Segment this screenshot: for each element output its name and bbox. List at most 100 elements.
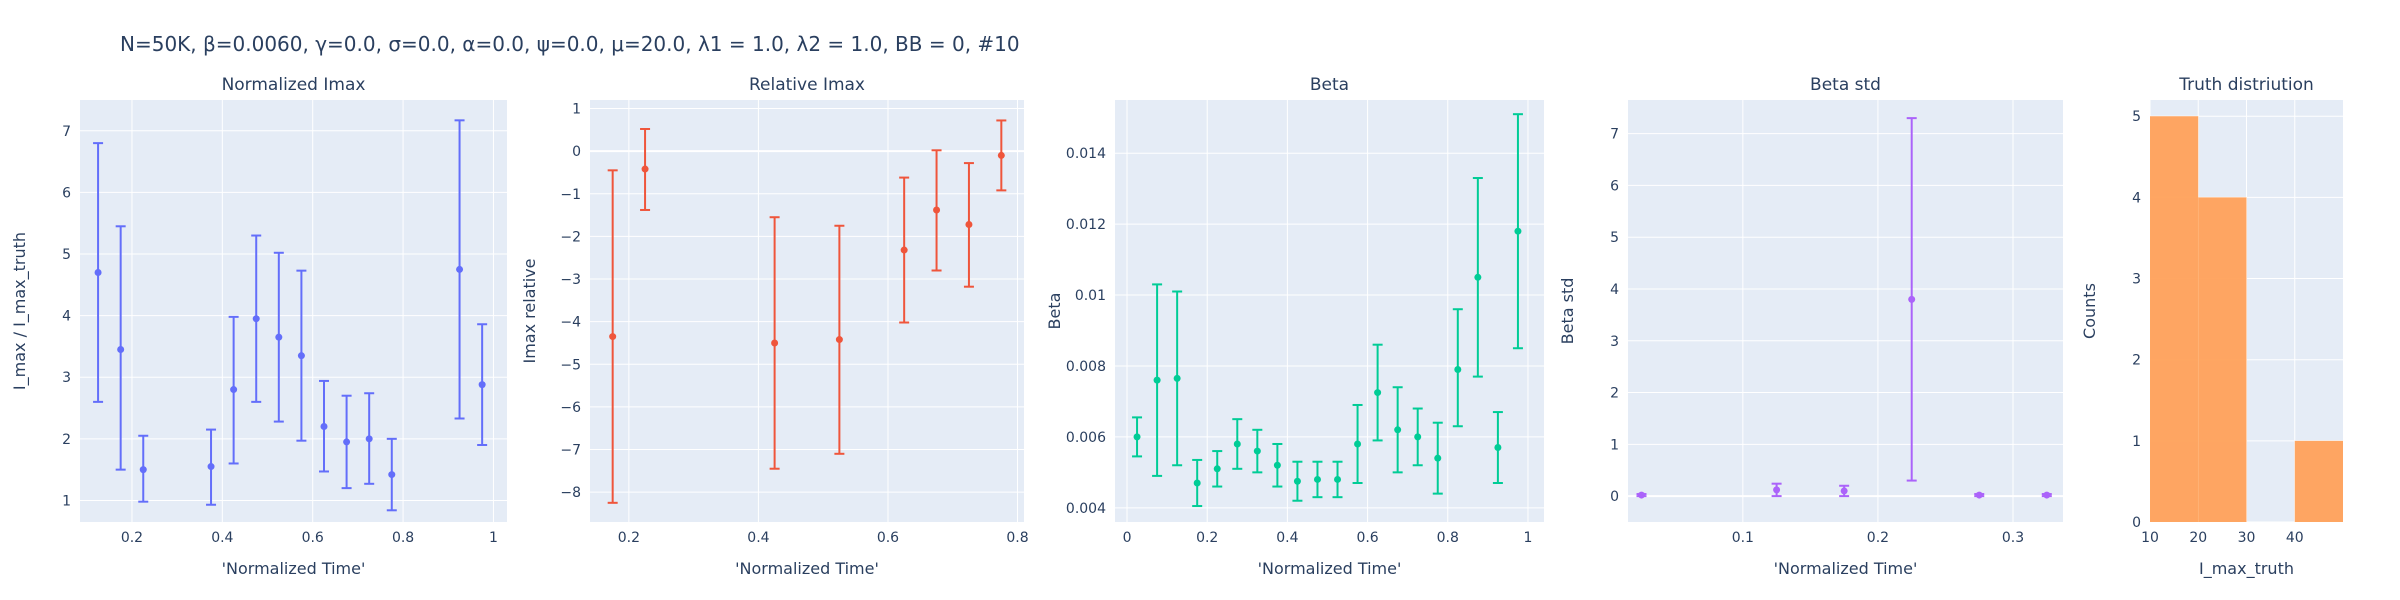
data-point	[94, 268, 102, 276]
data-point	[207, 463, 215, 471]
y-axis-label: Beta	[1045, 293, 1064, 330]
subplot-title: Relative Imax	[749, 75, 865, 95]
y-tick-label: −1	[560, 187, 581, 203]
plot-background	[80, 100, 507, 522]
x-tick-label: 0.2	[1867, 530, 1889, 546]
plot-background	[590, 100, 1024, 522]
y-tick-label: 1	[1610, 437, 1619, 453]
x-tick-label: 0.4	[211, 530, 233, 546]
y-axis-label: Beta std	[1558, 278, 1577, 345]
data-point	[117, 346, 125, 354]
histogram-bar	[2294, 440, 2343, 522]
subplot-4: 0.1 0.2 0.3 0 1 2 3 4 5 6 7 Beta std 'Normalized Tim…	[1558, 75, 2063, 578]
data-point	[1434, 454, 1442, 462]
x-tick-label: 0.3	[2002, 530, 2024, 546]
subplot-title: Normalized Imax	[222, 75, 366, 95]
x-axis-label: I_max_truth	[2199, 559, 2294, 579]
x-tick-label: 0.8	[1006, 530, 1028, 546]
data-point	[1474, 273, 1482, 281]
x-axis-label: 'Normalized Time'	[1774, 559, 1918, 578]
y-tick-label: 7	[62, 124, 71, 140]
data-point	[1494, 444, 1502, 452]
y-axis-label: Imax relative	[520, 258, 539, 363]
x-axis-label: 'Normalized Time'	[222, 559, 366, 578]
x-tick-label: 0	[1123, 530, 1132, 546]
data-point	[320, 423, 328, 431]
data-point	[1840, 487, 1848, 495]
subplot-1: 0.2 0.4 0.6 0.8 1 1 2 3 4 5 6 7 Normalized Imax 'Norm…	[10, 75, 507, 578]
data-point	[343, 438, 351, 446]
data-point	[1193, 479, 1201, 487]
y-tick-label: 2	[2132, 353, 2141, 369]
data-point	[997, 151, 1005, 159]
data-point	[965, 220, 973, 228]
data-point	[139, 466, 147, 474]
x-tick-label: 0.8	[1437, 530, 1459, 546]
histogram-bar	[2198, 197, 2247, 522]
figure-suptitle: N=50K, β=0.0060, γ=0.0, σ=0.0, α=0.0, ψ=…	[120, 32, 1020, 56]
data-point	[1394, 426, 1402, 434]
y-tick-label: 7	[1610, 127, 1619, 143]
data-point	[252, 315, 260, 323]
y-tick-label: 2	[62, 432, 71, 448]
data-point	[641, 165, 649, 173]
x-tick-label: 0.1	[1732, 530, 1754, 546]
y-tick-label: 3	[62, 370, 71, 386]
y-tick-label: −7	[560, 443, 581, 459]
data-point	[365, 435, 373, 443]
x-tick-label: 0.8	[392, 530, 414, 546]
subplot-5: 10 20 30 40 0 1 2 3 4 5 Truth distriution I_max_tru…	[2080, 75, 2343, 579]
data-point	[900, 246, 908, 254]
y-axis-label: Counts	[2080, 283, 2099, 339]
data-point	[1313, 475, 1321, 483]
subplot-title: Beta	[1310, 75, 1349, 95]
y-tick-label: −3	[560, 272, 581, 288]
y-tick-label: 3	[1610, 334, 1619, 350]
y-tick-label: 4	[1610, 282, 1619, 298]
y-tick-label: −5	[560, 357, 581, 373]
data-point	[1133, 433, 1141, 441]
x-tick-label: 0.6	[877, 530, 899, 546]
data-point	[1975, 491, 1983, 499]
data-point	[456, 265, 464, 273]
data-point	[1773, 486, 1781, 494]
y-tick-label: 1	[62, 493, 71, 509]
x-tick-label: 10	[2141, 530, 2159, 546]
y-tick-label: 0	[1610, 489, 1619, 505]
y-tick-label: 0.008	[1066, 359, 1106, 375]
subplot-panels: 0.2 0.4 0.6 0.8 1 1 2 3 4 5 6 7 Normalized Imax 'Norm…	[10, 75, 2343, 579]
y-tick-label: −8	[560, 485, 581, 501]
y-tick-label: 5	[2132, 109, 2141, 125]
subplot-title: Truth distriution	[2178, 75, 2314, 95]
data-point	[1153, 376, 1161, 384]
y-tick-label: −2	[560, 229, 581, 245]
plot-background	[1628, 100, 2063, 522]
data-point	[1414, 433, 1422, 441]
y-tick-label: 5	[1610, 230, 1619, 246]
y-tick-label: 1	[2132, 434, 2141, 450]
y-tick-label: 4	[2132, 190, 2141, 206]
x-tick-label: 40	[2286, 530, 2304, 546]
data-point	[1213, 465, 1221, 473]
data-point	[1273, 461, 1281, 469]
data-point	[1454, 366, 1462, 374]
data-point	[1908, 295, 1916, 303]
data-point	[1293, 477, 1301, 485]
subplot-title: Beta std	[1810, 75, 1881, 95]
y-tick-label: −4	[560, 315, 581, 331]
x-tick-label: 0.4	[747, 530, 769, 546]
subplot-3: 0 0.2 0.4 0.6 0.8 1 0.004 0.006 0.008 0.01 0.012 0.…	[1045, 75, 1544, 578]
y-tick-label: 6	[1610, 178, 1619, 194]
y-tick-label: 6	[62, 185, 71, 201]
y-tick-label: 0.012	[1066, 217, 1106, 233]
data-point	[478, 381, 486, 389]
data-point	[1173, 374, 1181, 382]
plot-background	[1115, 100, 1544, 522]
data-point	[1253, 447, 1261, 455]
data-point	[1638, 491, 1646, 499]
data-point	[933, 206, 941, 214]
data-point	[1374, 389, 1382, 397]
x-tick-label: 1	[1524, 530, 1533, 546]
x-tick-label: 0.6	[302, 530, 324, 546]
data-point	[275, 333, 283, 341]
